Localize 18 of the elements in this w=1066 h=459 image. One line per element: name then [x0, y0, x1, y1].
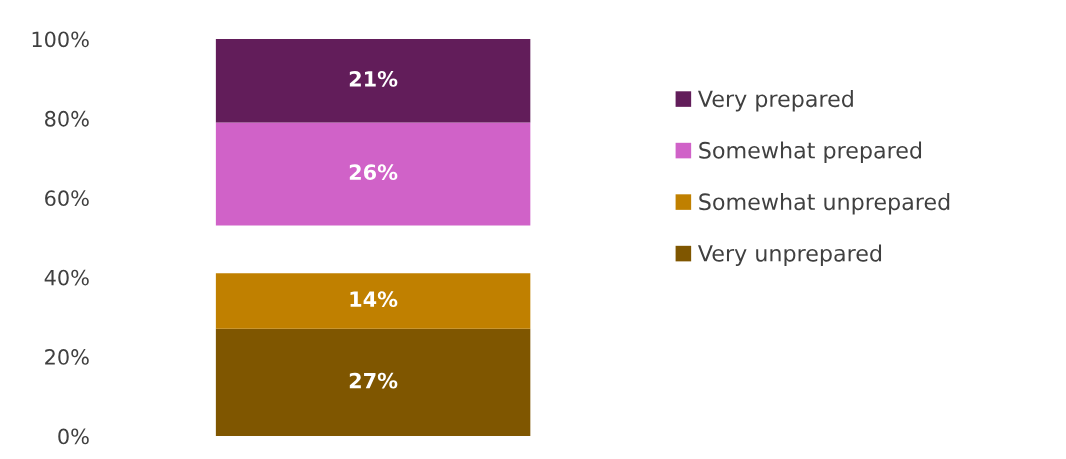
y-tick-label: 80%: [45, 110, 89, 127]
y-tick-label: 0%: [58, 428, 89, 445]
data-label: 26%: [349, 164, 398, 181]
y-tick-label: 20%: [45, 349, 89, 365]
y-tick-label: 100%: [32, 31, 89, 48]
bar: [215, 273, 531, 329]
bar: [215, 39, 531, 123]
bar: [215, 122, 531, 226]
data-label: 27%: [349, 372, 398, 389]
legend-label: Somewhat unprepared: [699, 192, 950, 215]
legend-label: Very unprepared: [697, 244, 882, 266]
y-tick-label: 40%: [44, 269, 89, 286]
data-label: 21%: [349, 70, 398, 87]
legend-label: Very prepared: [697, 89, 853, 112]
data-label: 14%: [350, 291, 398, 308]
bar: [215, 328, 531, 437]
legend-label: Somewhat prepared: [699, 141, 922, 163]
y-tick-label: 60%: [45, 190, 89, 207]
